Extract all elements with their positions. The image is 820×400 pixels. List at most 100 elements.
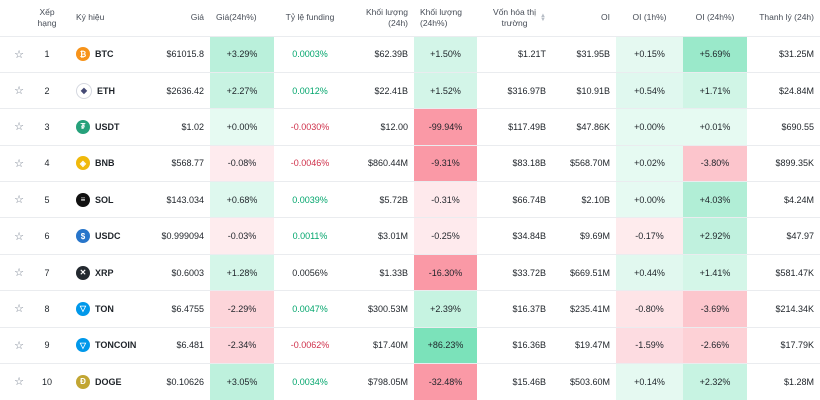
- table-row[interactable]: ☆ 4 ◈ BNB $568.77 -0.08% -0.0046% $860.44M -9.31…: [0, 145, 820, 182]
- rank-cell: 8: [44, 303, 50, 314]
- market-cap-cell: $66.74B: [512, 194, 546, 205]
- table-header-row: Xếp hạng Ký hiệu Giá Giá(24h%) Tỷ lệ fun…: [0, 0, 820, 36]
- oi-cell: $2.10B: [581, 194, 610, 205]
- star-outline-icon[interactable]: ☆: [14, 48, 24, 61]
- header-funding-rate[interactable]: Tỷ lệ funding: [285, 12, 335, 23]
- symbol-cell[interactable]: ₿ BTC: [70, 36, 150, 72]
- oi-cell: $669.51M: [569, 267, 610, 278]
- star-outline-icon[interactable]: ☆: [14, 376, 24, 389]
- table-row[interactable]: ☆ 2 ◆ ETH $2636.42 +2.27% 0.0012% $22.41B +1.52%…: [0, 72, 820, 109]
- header-market-cap[interactable]: Vốn hóa thị trường ▲ ▼: [477, 0, 552, 36]
- volume-change-cell: -9.31%: [414, 145, 477, 182]
- table-row[interactable]: ☆ 7 ✕ XRP $0.6003 +1.28% 0.0056% $1.33B -16.30% $…: [0, 254, 820, 291]
- liquidation-cell: $4.24M: [783, 194, 814, 205]
- funding-rate-cell: 0.0034%: [292, 376, 328, 387]
- header-oi-1h[interactable]: OI (1h%): [632, 12, 667, 23]
- liquidation-cell: $47.97: [786, 231, 814, 242]
- coin-logo-icon: Ð: [76, 374, 90, 389]
- header-rank[interactable]: Xếp hạng: [37, 6, 57, 28]
- symbol-cell[interactable]: ₮ USDT: [70, 109, 150, 145]
- price-cell: $0.10626: [166, 376, 204, 387]
- change-24h-cell: -2.29%: [210, 290, 274, 328]
- price-cell: $143.034: [166, 194, 204, 205]
- table-row[interactable]: ☆ 10 Ð DOGE $0.10626 +3.05% 0.0034% $798.05M -32…: [0, 363, 820, 400]
- volume-change-cell: -99.94%: [414, 108, 477, 146]
- header-symbol[interactable]: Ký hiệu: [76, 12, 105, 23]
- change-24h-cell: +3.29%: [210, 36, 274, 73]
- change-24h-cell: +0.68%: [210, 181, 274, 218]
- star-outline-icon[interactable]: ☆: [14, 121, 24, 134]
- symbol-label: TONCOIN: [95, 340, 137, 351]
- table-row[interactable]: ☆ 1 ₿ BTC $61015.8 +3.29% 0.0003% $62.39B +1.50%…: [0, 36, 820, 73]
- price-cell: $568.77: [171, 158, 204, 169]
- liquidation-cell: $1.28M: [783, 376, 814, 387]
- oi-cell: $568.70M: [569, 158, 610, 169]
- oi-1h-cell: +0.00%: [616, 181, 683, 218]
- change-24h-cell: -0.08%: [210, 145, 274, 182]
- star-outline-icon[interactable]: ☆: [14, 303, 24, 316]
- star-outline-icon[interactable]: ☆: [14, 194, 24, 207]
- symbol-label: USDC: [95, 231, 121, 242]
- volume-change-cell: -32.48%: [414, 363, 477, 400]
- symbol-cell[interactable]: ▽ TONCOIN: [70, 327, 150, 363]
- header-market-cap-line2: trường: [501, 17, 528, 28]
- symbol-label: BNB: [95, 158, 115, 169]
- header-change-24h[interactable]: Giá(24h%): [216, 12, 257, 23]
- star-outline-icon[interactable]: ☆: [14, 157, 24, 170]
- header-oi-24h[interactable]: OI (24h%): [695, 12, 735, 23]
- symbol-cell[interactable]: ≡ SOL: [70, 182, 150, 218]
- funding-rate-cell: 0.0039%: [292, 194, 328, 205]
- sort-icon[interactable]: ▲ ▼: [540, 12, 546, 23]
- funding-rate-cell: 0.0012%: [292, 85, 328, 96]
- change-24h-cell: +1.28%: [210, 254, 274, 291]
- oi-1h-cell: +0.54%: [616, 72, 683, 109]
- liquidation-cell: $17.79K: [780, 340, 814, 351]
- header-volume-change-24h[interactable]: Khối lượng (24h%): [420, 6, 462, 28]
- table-row[interactable]: ☆ 5 ≡ SOL $143.034 +0.68% 0.0039% $5.72B -0.31% $…: [0, 181, 820, 218]
- rank-cell: 6: [44, 231, 50, 242]
- market-cap-cell: $83.18B: [512, 158, 546, 169]
- table-row[interactable]: ☆ 3 ₮ USDT $1.02 +0.00% -0.0030% $12.00 -99.94% $…: [0, 108, 820, 146]
- table-row[interactable]: ☆ 6 $ USDC $0.999094 -0.03% 0.0011% $3.01M -0.25…: [0, 217, 820, 255]
- market-cap-cell: $33.72B: [512, 267, 546, 278]
- price-cell: $0.999094: [161, 231, 204, 242]
- coin-logo-icon: ◆: [76, 82, 92, 99]
- price-cell: $61015.8: [166, 49, 204, 60]
- header-price[interactable]: Giá: [190, 12, 204, 23]
- oi-1h-cell: -0.17%: [616, 217, 683, 255]
- rank-cell: 7: [44, 267, 50, 278]
- price-cell: $6.4755: [171, 303, 204, 314]
- oi-24h-cell: -3.80%: [683, 145, 747, 182]
- oi-cell: $9.69M: [579, 231, 610, 242]
- star-outline-icon[interactable]: ☆: [14, 267, 24, 280]
- table-row[interactable]: ☆ 8 ▽ TON $6.4755 -2.29% 0.0047% $300.53M +2.39%…: [0, 290, 820, 328]
- symbol-cell[interactable]: Ð DOGE: [70, 364, 150, 400]
- header-liquidation-24h[interactable]: Thanh lý (24h): [759, 12, 814, 23]
- funding-rate-cell: 0.0047%: [292, 303, 328, 314]
- oi-24h-cell: +2.92%: [683, 217, 747, 255]
- table-row[interactable]: ☆ 9 ▽ TONCOIN $6.481 -2.34% -0.0062% $17.40M +86…: [0, 327, 820, 364]
- header-oi[interactable]: OI: [601, 12, 610, 23]
- rank-cell: 2: [44, 85, 50, 96]
- header-volume-24h[interactable]: Khối lượng (24h): [366, 6, 408, 28]
- market-cap-cell: $34.84B: [512, 231, 546, 242]
- symbol-cell[interactable]: ▽ TON: [70, 291, 150, 327]
- symbol-cell[interactable]: ✕ XRP: [70, 254, 150, 290]
- oi-24h-cell: +0.01%: [683, 108, 747, 146]
- star-outline-icon[interactable]: ☆: [14, 85, 24, 98]
- oi-cell: $235.41M: [569, 303, 610, 314]
- change-24h-cell: -2.34%: [210, 327, 274, 364]
- symbol-cell[interactable]: ◆ ETH: [70, 72, 150, 108]
- funding-rate-cell: 0.0056%: [292, 267, 328, 278]
- funding-rate-cell: 0.0003%: [292, 49, 328, 60]
- oi-1h-cell: -1.59%: [616, 327, 683, 364]
- rank-cell: 10: [41, 376, 52, 387]
- star-outline-icon[interactable]: ☆: [14, 230, 24, 243]
- star-outline-icon[interactable]: ☆: [14, 339, 24, 352]
- oi-24h-cell: -3.69%: [683, 290, 747, 328]
- symbol-cell[interactable]: ◈ BNB: [70, 145, 150, 181]
- symbol-cell[interactable]: $ USDC: [70, 218, 150, 254]
- volume-cell: $12.00: [380, 121, 408, 132]
- rank-cell: 1: [44, 49, 50, 60]
